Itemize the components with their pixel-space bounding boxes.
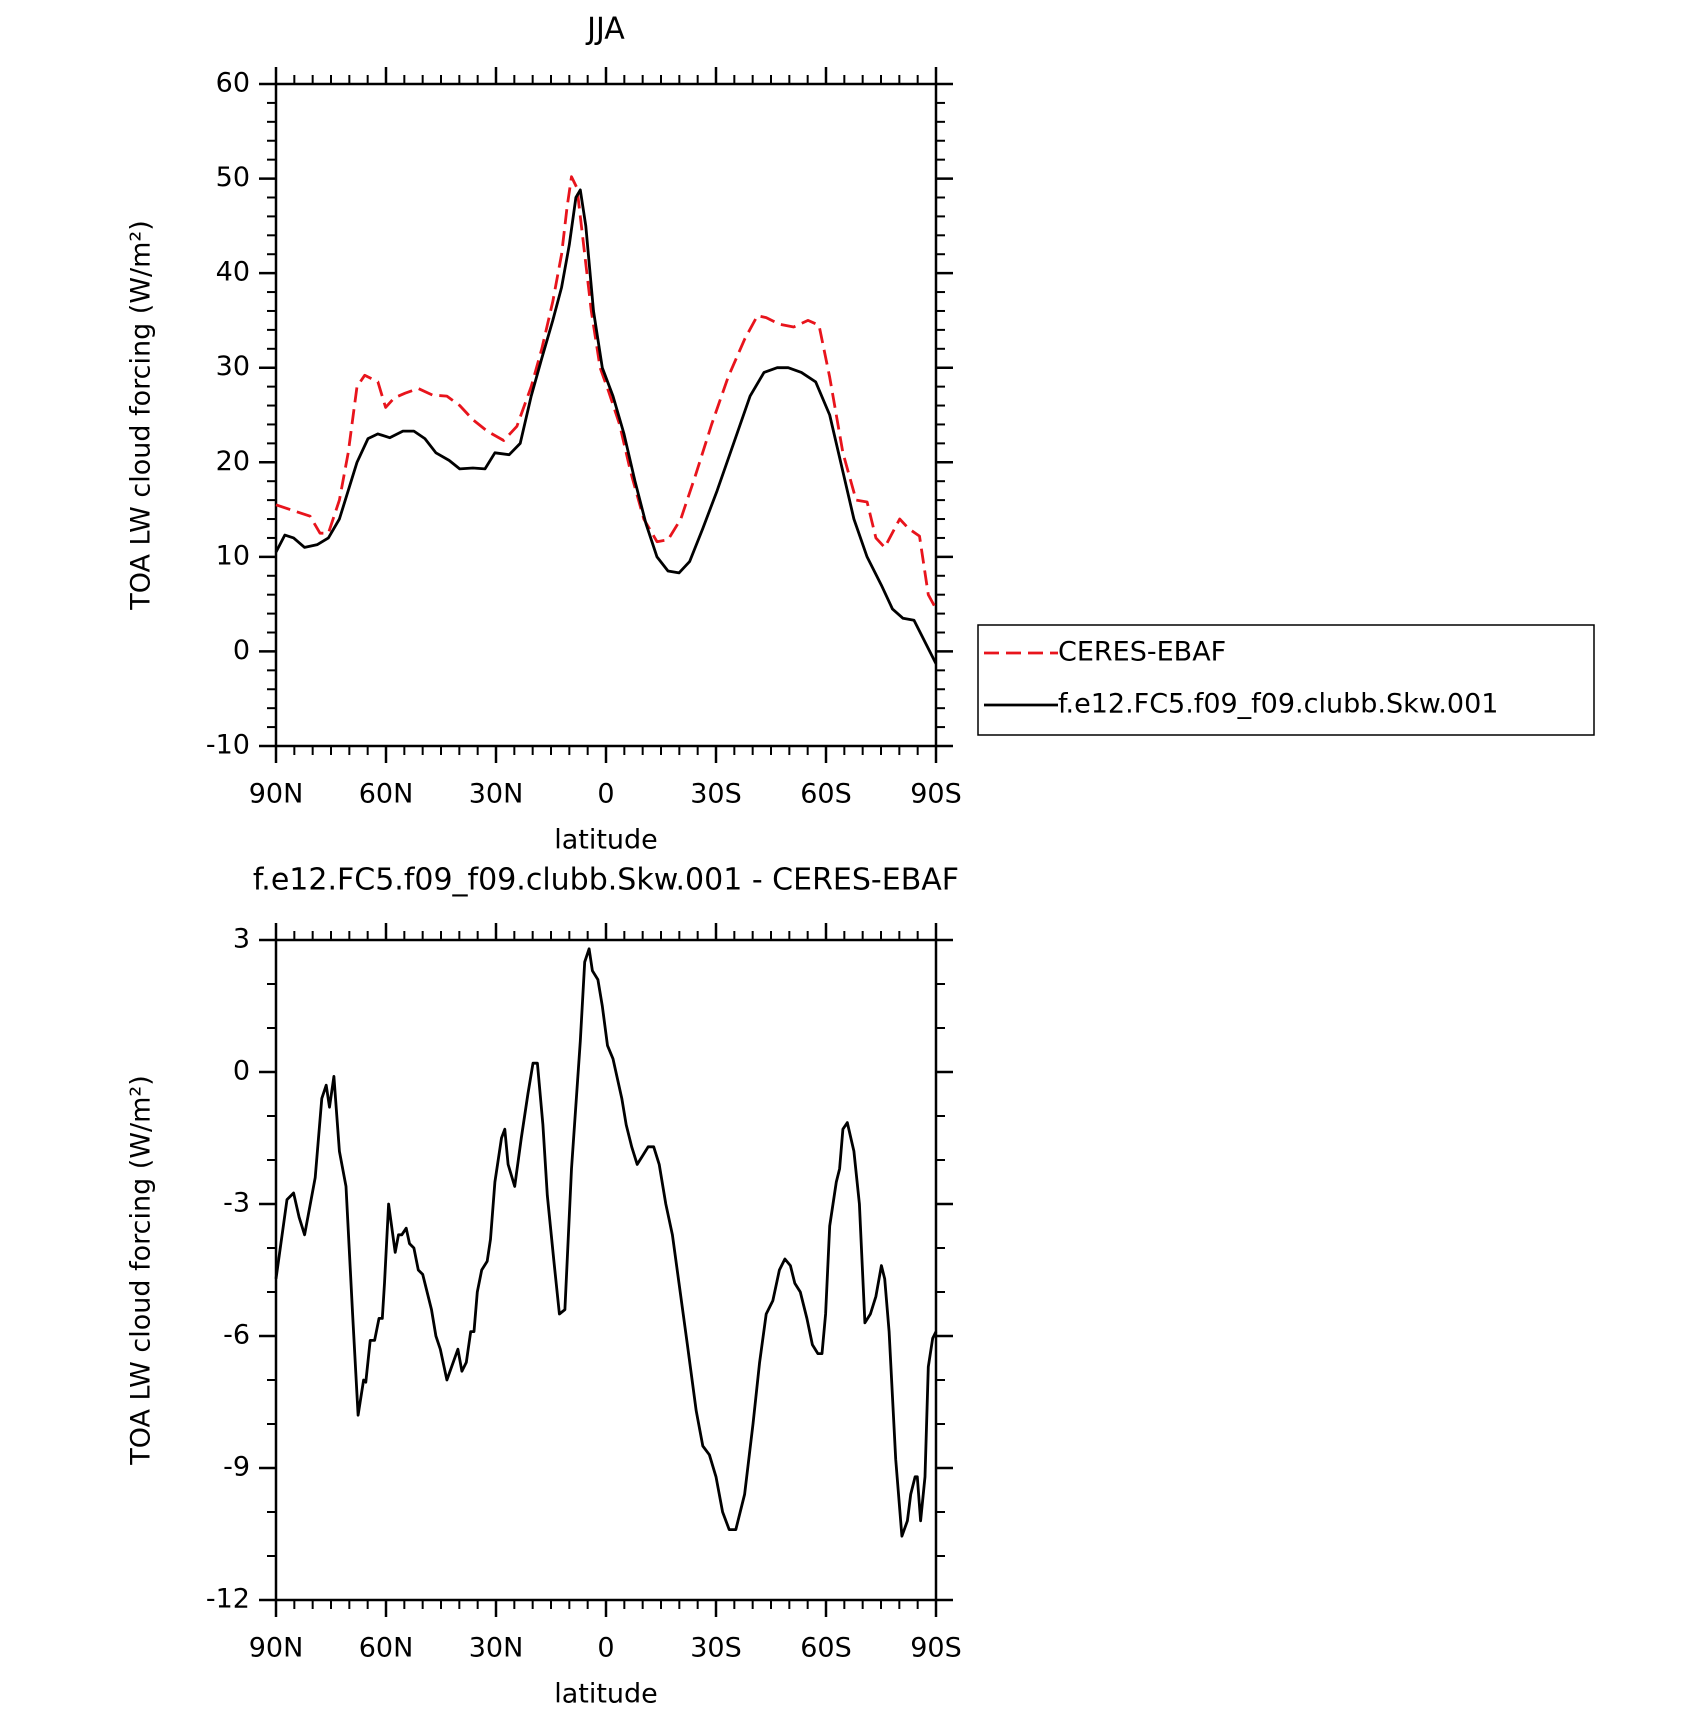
- x-tick-label: 90N: [249, 779, 304, 810]
- y-tick-label: -9: [223, 1452, 250, 1483]
- x-tick-label: 60N: [359, 779, 414, 810]
- x-tick-label: 60S: [800, 779, 852, 810]
- y-tick-label: 0: [233, 635, 250, 666]
- data-line: [275, 175, 938, 610]
- x-tick-label: 90S: [910, 779, 962, 810]
- x-tick-label: 60S: [800, 1633, 852, 1664]
- y-tick-label: 50: [216, 162, 250, 193]
- x-tick-label: 60N: [359, 1633, 414, 1664]
- y-tick-label: 60: [216, 68, 250, 99]
- y-axis-label: TOA LW cloud forcing (W/m²): [126, 220, 157, 611]
- x-axis-label: latitude: [554, 1679, 658, 1710]
- chart-title: f.e12.FC5.f09_f09.clubb.Skw.001 - CERES-…: [253, 863, 959, 898]
- y-tick-label: 10: [216, 540, 250, 571]
- x-tick-label: 0: [597, 1633, 614, 1664]
- x-tick-label: 90N: [249, 1633, 304, 1664]
- y-axis-label: TOA LW cloud forcing (W/m²): [126, 1075, 157, 1466]
- y-tick-label: -10: [206, 730, 250, 761]
- y-tick-label: -12: [206, 1584, 250, 1615]
- y-tick-label: 3: [233, 924, 250, 955]
- y-tick-label: 30: [216, 351, 250, 382]
- legend-box: [977, 624, 1595, 736]
- x-tick-label: 30S: [690, 1633, 742, 1664]
- y-tick-label: -6: [223, 1320, 250, 1351]
- x-tick-label: 30S: [690, 779, 742, 810]
- legend-label: f.e12.FC5.f09_f09.clubb.Skw.001: [1058, 689, 1498, 720]
- chart-title: JJA: [585, 12, 625, 47]
- x-tick-label: 0: [597, 779, 614, 810]
- y-tick-label: 20: [216, 446, 250, 477]
- y-tick-label: -3: [223, 1188, 250, 1219]
- data-line: [274, 188, 938, 665]
- x-axis-label: latitude: [554, 825, 658, 856]
- x-tick-label: 90S: [910, 1633, 962, 1664]
- x-tick-label: 30N: [469, 1633, 524, 1664]
- y-tick-label: 40: [216, 257, 250, 288]
- legend-label: CERES-EBAF: [1058, 637, 1226, 668]
- x-tick-label: 30N: [469, 779, 524, 810]
- y-tick-label: 0: [233, 1056, 250, 1087]
- data-line: [274, 947, 938, 1538]
